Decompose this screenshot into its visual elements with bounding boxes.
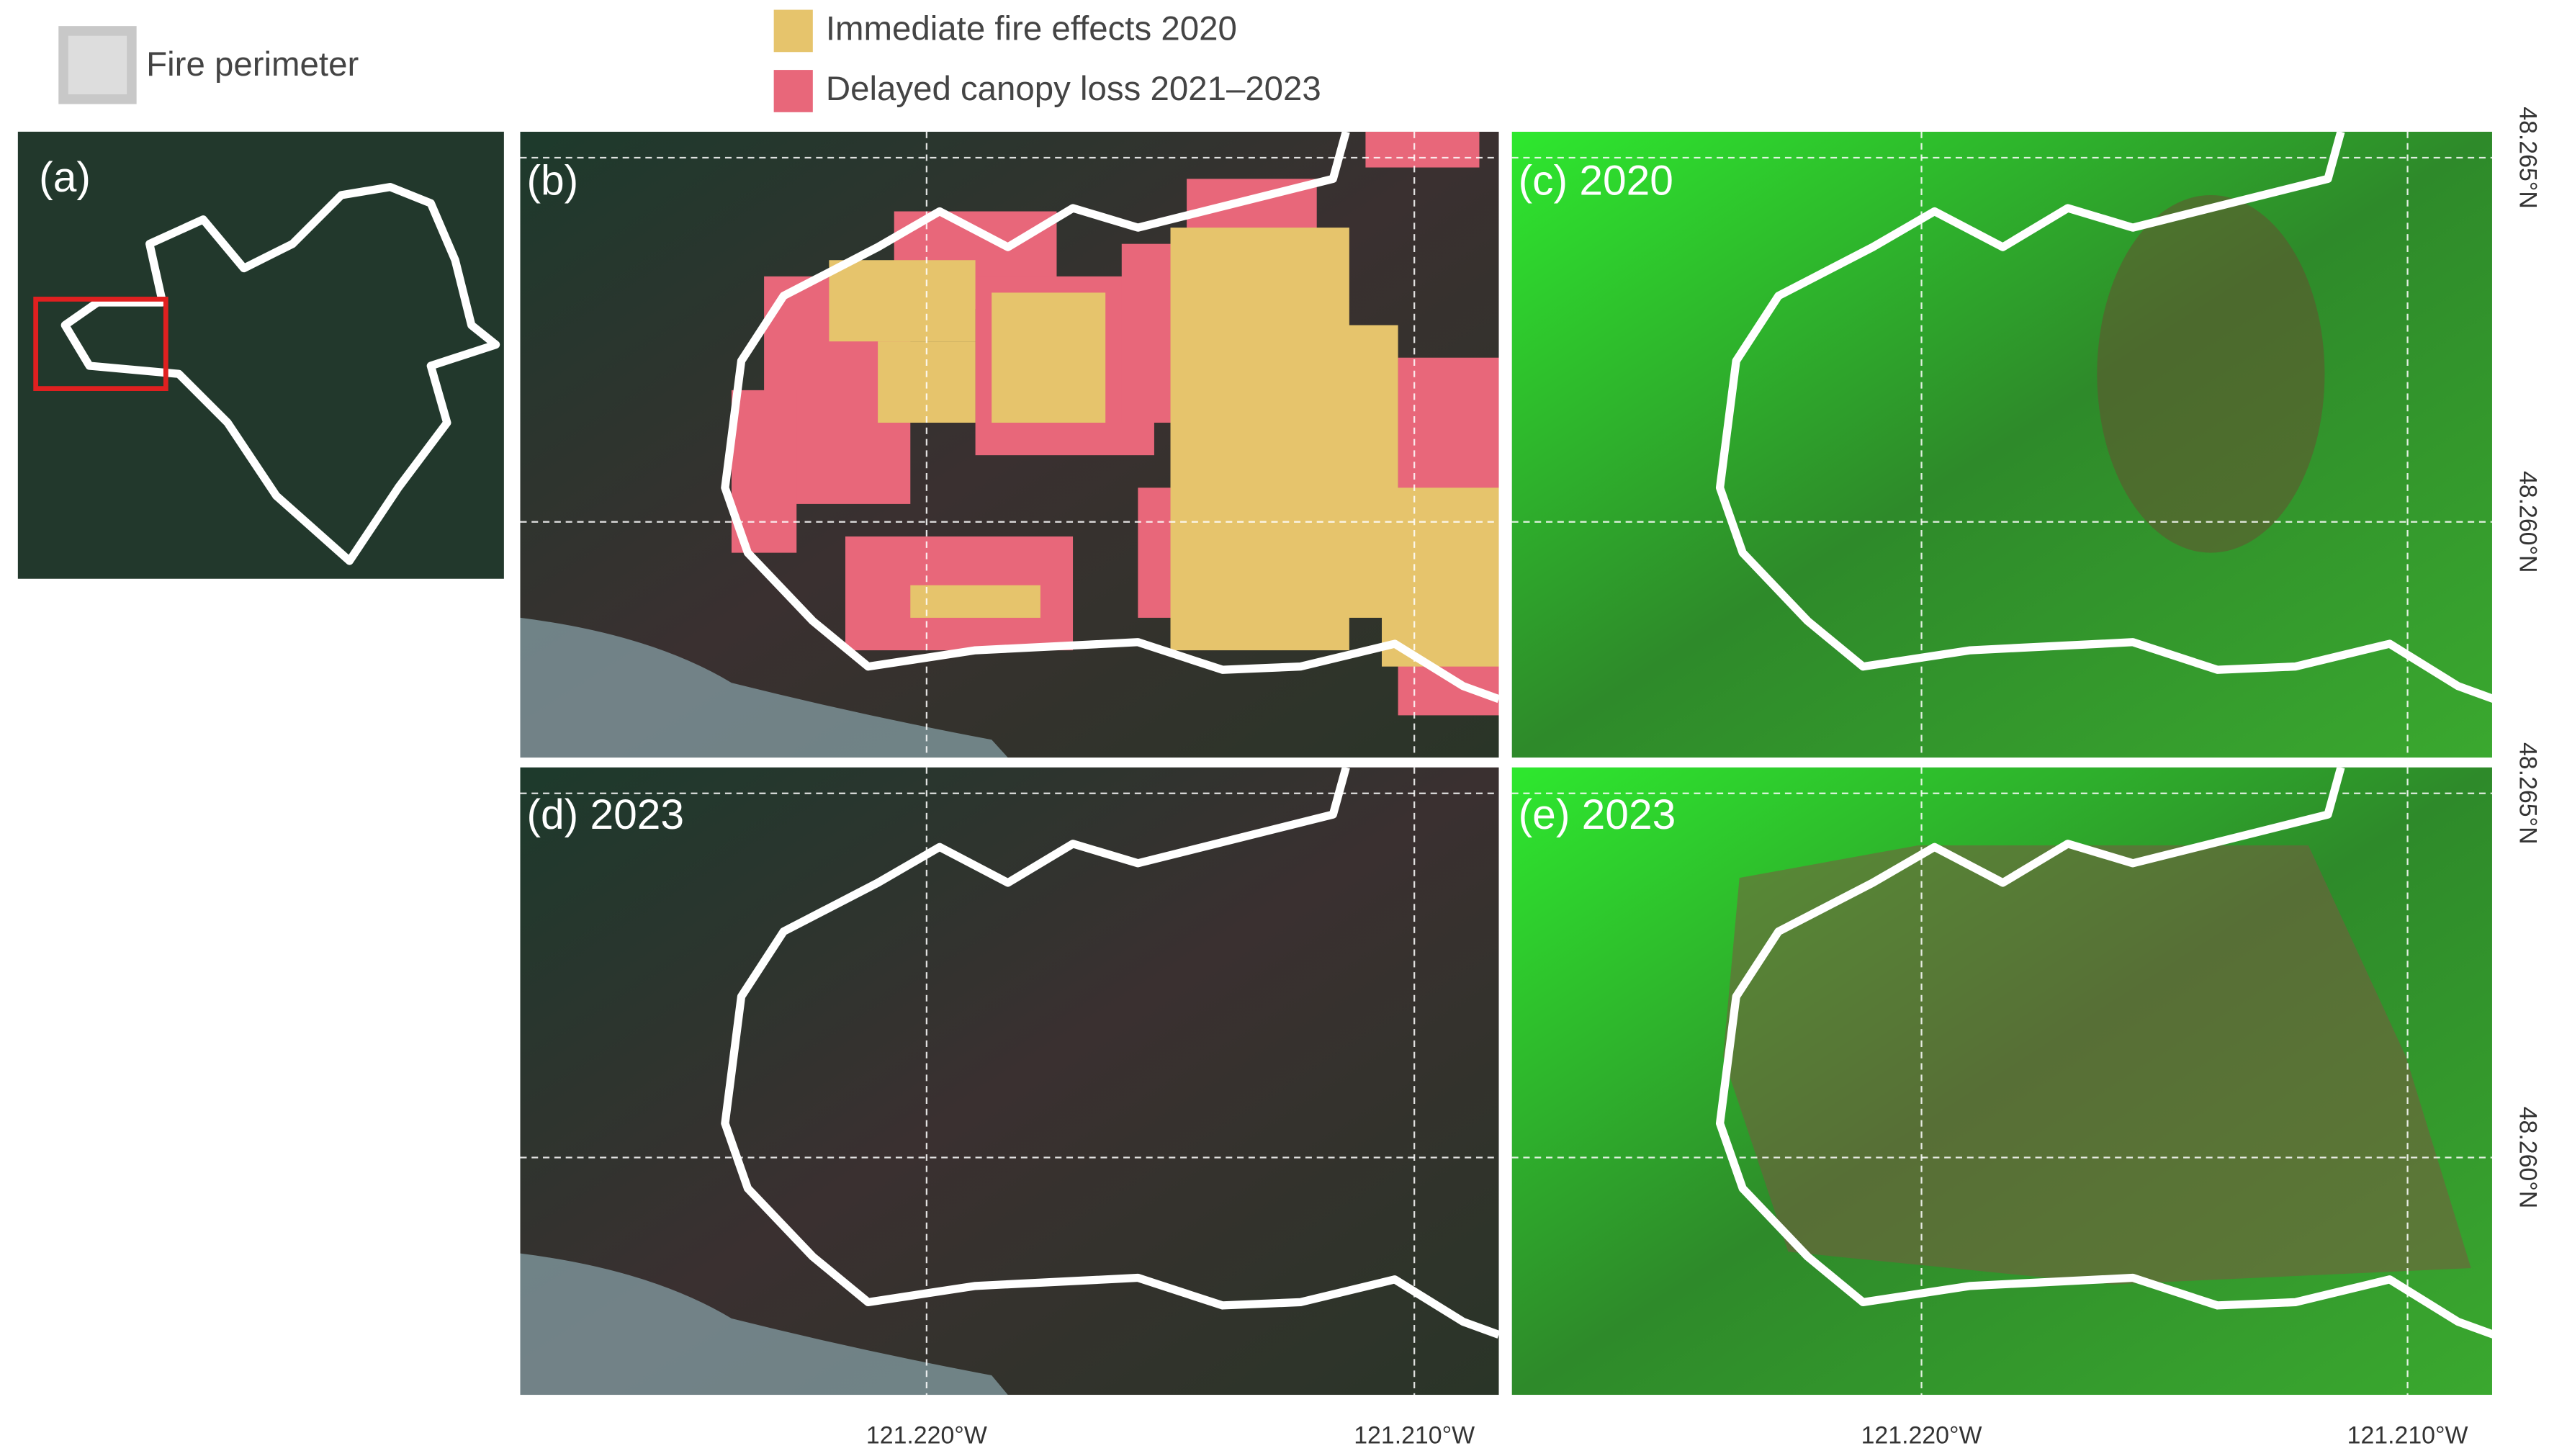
- fire-pixels: [829, 260, 976, 342]
- fire-effects: [731, 131, 1499, 716]
- panel-e: [1511, 768, 2492, 1396]
- panel-label: (b): [526, 158, 578, 205]
- panel-label: (e) 2023: [1519, 791, 1676, 838]
- river: [520, 1253, 1008, 1396]
- legend-label: Delayed canopy loss 2021–2023: [826, 70, 1321, 108]
- legend-label: Immediate fire effects 2020: [826, 9, 1237, 48]
- y-tick-label: 48.260°N: [2514, 471, 2541, 573]
- x-tick-label: 121.220°W: [1861, 1422, 1982, 1450]
- x-tick-label: 121.220°W: [866, 1422, 987, 1450]
- overview-map: [17, 131, 504, 579]
- graticule: [520, 131, 2492, 1396]
- fire-perimeter: [60, 183, 500, 565]
- y-tick-label: 48.265°N: [2514, 107, 2541, 209]
- satellite-image: [1511, 131, 2492, 758]
- burn-area: [1723, 845, 2471, 1285]
- y-tick-label: 48.260°N: [2514, 1107, 2541, 1209]
- panel-label: (c) 2020: [1519, 158, 1673, 205]
- x-tick-label: 121.210°W: [2347, 1422, 2468, 1450]
- fire-pixels: [1382, 487, 1499, 667]
- perimeter-swatch: [58, 26, 137, 104]
- panel-label: (a): [39, 154, 91, 201]
- panel-b: [520, 131, 1499, 758]
- panel-d: [520, 768, 1499, 1396]
- y-tick-label: 48.265°N: [2514, 742, 2541, 845]
- legend-label: Fire perimeter: [146, 45, 359, 84]
- river: [520, 617, 1008, 758]
- legend-swatch: [773, 9, 813, 53]
- fire-pixels: [910, 585, 1040, 618]
- legend-swatch: [773, 70, 813, 112]
- x-tick-label: 121.210°W: [1354, 1422, 1475, 1450]
- inset-box: [33, 297, 168, 391]
- panel-c: [1511, 131, 2492, 758]
- panel-label: (d) 2023: [526, 791, 684, 838]
- fire-pixels: [1365, 131, 1480, 168]
- fire-pixels: [992, 292, 1106, 423]
- burn-area: [2097, 194, 2325, 553]
